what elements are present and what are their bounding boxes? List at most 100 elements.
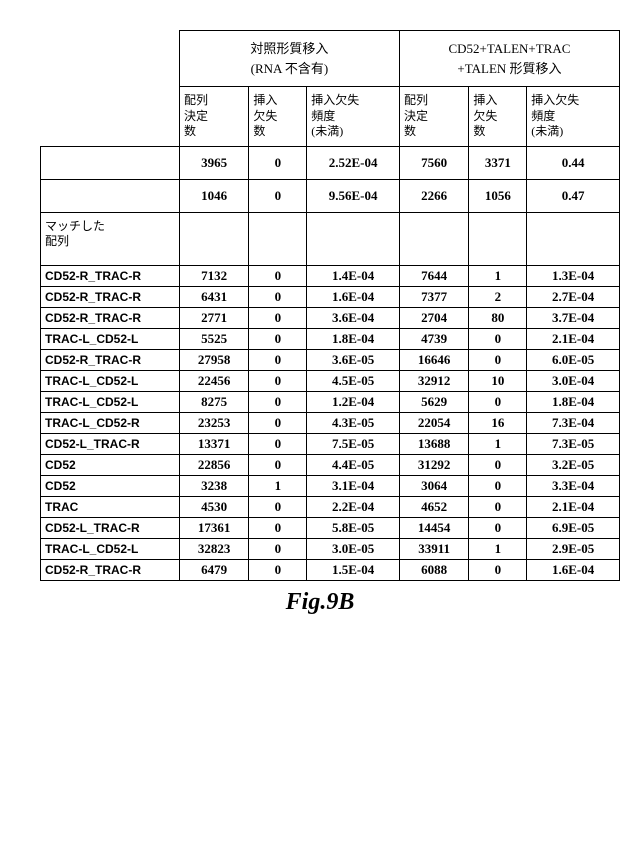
cell: 3064	[399, 475, 468, 496]
cell: 0	[469, 517, 527, 538]
cell: 1.8E-04	[307, 328, 400, 349]
cell: 7.3E-05	[527, 433, 620, 454]
cell: 0	[249, 370, 307, 391]
table-row: TRAC-L_CD52-L2245604.5E-0532912103.0E-04	[41, 370, 620, 391]
cell: 2.9E-05	[527, 538, 620, 559]
cell: 0	[249, 433, 307, 454]
cell: 0	[249, 454, 307, 475]
cell: 0	[469, 559, 527, 580]
sub-indel-2: 挿入欠失数	[469, 87, 527, 147]
cell: 1	[469, 538, 527, 559]
cell: 3.7E-04	[527, 307, 620, 328]
figure-caption: Fig.9B	[20, 589, 620, 616]
cell: 0	[249, 517, 307, 538]
cell: 2.2E-04	[307, 496, 400, 517]
group1-line1: 対照形質移入	[250, 41, 328, 56]
data-table: 対照形質移入 (RNA 不含有) CD52+TALEN+TRAC +TALEN …	[40, 30, 620, 581]
cell: 17361	[179, 517, 248, 538]
cell: 0.44	[527, 146, 620, 179]
group2-line2: +TALEN 形質移入	[457, 61, 561, 76]
cell: 2.7E-04	[527, 286, 620, 307]
sub-freq-1: 挿入欠失頻度(未満)	[307, 87, 400, 147]
cell: 1.6E-04	[527, 559, 620, 580]
cell: 3.0E-04	[527, 370, 620, 391]
group1-header: 対照形質移入 (RNA 不含有)	[179, 31, 399, 87]
cell: 1056	[469, 179, 527, 212]
table-row: CD52-L_TRAC-R1337107.5E-051368817.3E-05	[41, 433, 620, 454]
cell: 7377	[399, 286, 468, 307]
cell: 0	[249, 265, 307, 286]
cell: 22456	[179, 370, 248, 391]
table-row: TRAC-L_CD52-L3282303.0E-053391112.9E-05	[41, 538, 620, 559]
cell: 0	[469, 454, 527, 475]
cell: 0	[249, 286, 307, 307]
cell: 3.0E-05	[307, 538, 400, 559]
cell: 1.8E-04	[527, 391, 620, 412]
table-row: CD52-R_TRAC-R643101.6E-04737722.7E-04	[41, 286, 620, 307]
cell: 1.3E-04	[527, 265, 620, 286]
cell: 3.3E-04	[527, 475, 620, 496]
cell: 32823	[179, 538, 248, 559]
table-row: 対照形質移入 (RNA 不含有) CD52+TALEN+TRAC +TALEN …	[41, 31, 620, 87]
cell: 5525	[179, 328, 248, 349]
cell: 7.5E-05	[307, 433, 400, 454]
table-row: CD52-R_TRAC-R647901.5E-04608801.6E-04	[41, 559, 620, 580]
cell: 3.6E-04	[307, 307, 400, 328]
cell: 16	[469, 412, 527, 433]
cell: 1.6E-04	[307, 286, 400, 307]
row-label: CD52-R_TRAC-R	[41, 559, 180, 580]
sub-seq-1: 配列決定数	[179, 87, 248, 147]
cell: 3965	[179, 146, 248, 179]
cell: 0.47	[527, 179, 620, 212]
cell	[307, 212, 400, 265]
cell: 4739	[399, 328, 468, 349]
table-row: TRAC-L_CD52-L552501.8E-04473902.1E-04	[41, 328, 620, 349]
table-row: CD52323813.1E-04306403.3E-04	[41, 475, 620, 496]
cell: 32912	[399, 370, 468, 391]
cell: 1.2E-04	[307, 391, 400, 412]
table-row: CD52-R_TRAC-R2795803.6E-051664606.0E-05	[41, 349, 620, 370]
cell: 5.8E-05	[307, 517, 400, 538]
match-label: マッチした配列	[41, 212, 180, 265]
cell: 16646	[399, 349, 468, 370]
cell: 1	[249, 475, 307, 496]
cell	[179, 212, 248, 265]
cell: 3.2E-05	[527, 454, 620, 475]
cell: 6431	[179, 286, 248, 307]
cell: 0	[469, 328, 527, 349]
table-row: TRAC-L_CD52-R2325304.3E-0522054167.3E-04	[41, 412, 620, 433]
cell: 3371	[469, 146, 527, 179]
cell: 8275	[179, 391, 248, 412]
cell: 1.5E-04	[307, 559, 400, 580]
cell: 22856	[179, 454, 248, 475]
cell: 0	[249, 496, 307, 517]
cell: 4.4E-05	[307, 454, 400, 475]
row-label: CD52-R_TRAC-R	[41, 349, 180, 370]
cell: 13371	[179, 433, 248, 454]
cell: 31292	[399, 454, 468, 475]
cell: 0	[469, 349, 527, 370]
table-row: CD52-L_TRAC-R1736105.8E-051445406.9E-05	[41, 517, 620, 538]
cell: 0	[469, 496, 527, 517]
row-label: TRAC-L_CD52-L	[41, 391, 180, 412]
cell: 7132	[179, 265, 248, 286]
cell: 2	[469, 286, 527, 307]
cell	[527, 212, 620, 265]
cell: 9.56E-04	[307, 179, 400, 212]
table-row: CD52-R_TRAC-R713201.4E-04764411.3E-04	[41, 265, 620, 286]
table-row: TRAC-L_CD52-L827501.2E-04562901.8E-04	[41, 391, 620, 412]
cell: 2.52E-04	[307, 146, 400, 179]
group2-header: CD52+TALEN+TRAC +TALEN 形質移入	[399, 31, 619, 87]
sub-seq-2: 配列決定数	[399, 87, 468, 147]
group1-line2: (RNA 不含有)	[251, 61, 329, 76]
cell: 13688	[399, 433, 468, 454]
cell: 7560	[399, 146, 468, 179]
table-row: 3965 0 2.52E-04 7560 3371 0.44	[41, 146, 620, 179]
row-label: TRAC-L_CD52-L	[41, 328, 180, 349]
cell: 0	[249, 349, 307, 370]
row-label: CD52-L_TRAC-R	[41, 517, 180, 538]
cell: 14454	[399, 517, 468, 538]
row-label: TRAC-L_CD52-L	[41, 538, 180, 559]
table-row: 配列決定数 挿入欠失数 挿入欠失頻度(未満) 配列決定数 挿入欠失数 挿入欠失頻…	[41, 87, 620, 147]
cell: 27958	[179, 349, 248, 370]
